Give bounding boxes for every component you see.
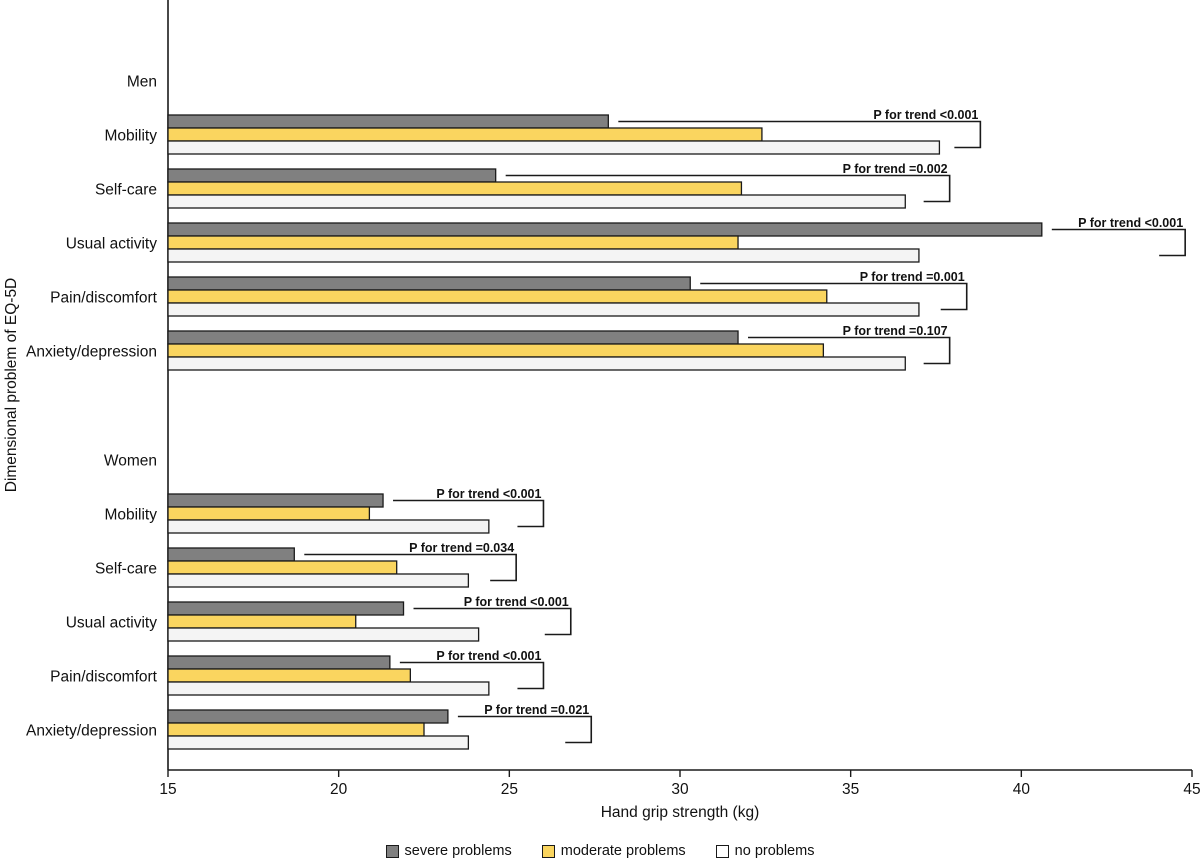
trend-bracket-men-anxiety-depression bbox=[748, 336, 951, 365]
trend-bracket-women-usual-activity bbox=[413, 607, 572, 636]
trend-bracket-women-anxiety-depression bbox=[457, 715, 593, 744]
p-trend-label-men-self-care: P for trend =0.002 bbox=[843, 162, 948, 176]
p-trend-label-women-anxiety-depression: P for trend =0.021 bbox=[484, 703, 589, 717]
legend-item-no: no problems bbox=[715, 843, 815, 859]
bar-women-anxiety-depression-no bbox=[167, 735, 470, 750]
bar-women-usual-activity-moderate bbox=[167, 614, 357, 629]
bar-men-pain-discomfort-no bbox=[167, 302, 920, 317]
bar-men-self-care-moderate bbox=[167, 181, 743, 196]
bar-women-pain-discomfort-moderate bbox=[167, 668, 411, 683]
x-tick-label-30: 30 bbox=[671, 781, 689, 798]
x-tick-label-45: 45 bbox=[1183, 781, 1200, 798]
bar-women-mobility-moderate bbox=[167, 506, 371, 521]
p-trend-label-women-self-care: P for trend =0.034 bbox=[409, 541, 514, 555]
bar-women-usual-activity-no bbox=[167, 627, 480, 642]
p-trend-label-men-mobility: P for trend <0.001 bbox=[873, 108, 978, 122]
bar-women-usual-activity-severe bbox=[167, 601, 405, 616]
bar-men-anxiety-depression-no bbox=[167, 356, 906, 371]
legend-item-severe: severe problems bbox=[385, 843, 512, 859]
chart-plot-area: 15 20 25 30 35 40 45 Hand grip strength (kg) Dim… bbox=[3, 0, 1200, 821]
p-trend-label-men-pain-discomfort: P for trend =0.001 bbox=[860, 270, 965, 284]
bar-women-pain-discomfort-severe bbox=[167, 655, 391, 670]
bar-men-self-care-no bbox=[167, 194, 906, 209]
p-trend-label-women-pain-discomfort: P for trend <0.001 bbox=[436, 649, 541, 663]
trend-bracket-men-usual-activity bbox=[1051, 228, 1186, 257]
x-tick-label-25: 25 bbox=[501, 781, 518, 798]
bar-men-mobility-moderate bbox=[167, 127, 763, 142]
bar-men-usual-activity-no bbox=[167, 248, 920, 263]
category-label-men-mobility: Mobility bbox=[104, 128, 157, 145]
p-trend-label-women-usual-activity: P for trend <0.001 bbox=[464, 595, 569, 609]
legend-label-moderate: moderate problems bbox=[560, 843, 686, 859]
section-label-men: Men bbox=[127, 74, 157, 91]
x-tick-label-20: 20 bbox=[330, 781, 348, 798]
category-label-men-pain-discomfort: Pain/discomfort bbox=[50, 290, 158, 307]
chart-legend: severe problems moderate problems no pro… bbox=[0, 840, 1200, 862]
y-axis-title: Dimensional problem of EQ-5D bbox=[3, 278, 20, 493]
bar-men-self-care-severe bbox=[167, 168, 497, 183]
no-problems-swatch-icon bbox=[715, 844, 729, 858]
trend-bracket-men-self-care bbox=[505, 174, 951, 203]
bar-men-anxiety-depression-moderate bbox=[167, 343, 825, 358]
p-trend-label-women-mobility: P for trend <0.001 bbox=[436, 487, 541, 501]
bar-women-mobility-no bbox=[167, 519, 490, 534]
bar-women-self-care-no bbox=[167, 573, 470, 588]
bar-women-pain-discomfort-no bbox=[167, 681, 490, 696]
trend-bracket-men-pain-discomfort bbox=[700, 282, 968, 311]
trend-bracket-women-pain-discomfort bbox=[399, 661, 545, 690]
bar-women-anxiety-depression-moderate bbox=[167, 722, 425, 737]
bar-men-pain-discomfort-moderate bbox=[167, 289, 828, 304]
bar-women-anxiety-depression-severe bbox=[167, 709, 449, 724]
p-trend-label-men-anxiety-depression: P for trend =0.107 bbox=[843, 324, 948, 338]
category-label-men-anxiety-depression: Anxiety/depression bbox=[26, 344, 157, 361]
category-label-men-usual-activity: Usual activity bbox=[66, 236, 158, 253]
bar-men-anxiety-depression-severe bbox=[167, 330, 739, 345]
moderate-problems-swatch-icon bbox=[541, 844, 555, 858]
category-label-women-pain-discomfort: Pain/discomfort bbox=[50, 669, 158, 686]
severe-problems-swatch-icon bbox=[385, 844, 399, 858]
trend-bracket-women-mobility bbox=[393, 499, 545, 528]
bar-men-usual-activity-moderate bbox=[167, 235, 739, 250]
category-label-women-mobility: Mobility bbox=[104, 507, 157, 524]
trend-bracket-men-mobility bbox=[618, 120, 982, 149]
x-tick-label-15: 15 bbox=[159, 781, 176, 798]
legend-item-moderate: moderate problems bbox=[541, 843, 686, 859]
category-label-women-usual-activity: Usual activity bbox=[66, 615, 158, 632]
category-label-women-self-care: Self-care bbox=[95, 561, 157, 578]
bar-men-mobility-severe bbox=[167, 114, 609, 129]
p-trend-label-men-usual-activity: P for trend <0.001 bbox=[1078, 216, 1183, 230]
x-tick-label-40: 40 bbox=[1013, 781, 1031, 798]
section-label-women: Women bbox=[104, 453, 157, 470]
x-tick-label-35: 35 bbox=[842, 781, 859, 798]
category-label-men-self-care: Self-care bbox=[95, 182, 157, 199]
trend-bracket-women-self-care bbox=[304, 553, 517, 582]
bar-men-pain-discomfort-severe bbox=[167, 276, 691, 291]
category-label-women-anxiety-depression: Anxiety/depression bbox=[26, 723, 157, 740]
bar-women-self-care-severe bbox=[167, 547, 295, 562]
bar-men-usual-activity-severe bbox=[167, 222, 1043, 237]
legend-label-no: no problems bbox=[734, 843, 815, 859]
x-axis-title: Hand grip strength (kg) bbox=[601, 804, 760, 821]
bar-men-mobility-no bbox=[167, 140, 941, 155]
bar-women-mobility-severe bbox=[167, 493, 384, 508]
bar-women-self-care-moderate bbox=[167, 560, 398, 575]
legend-label-severe: severe problems bbox=[404, 843, 512, 859]
